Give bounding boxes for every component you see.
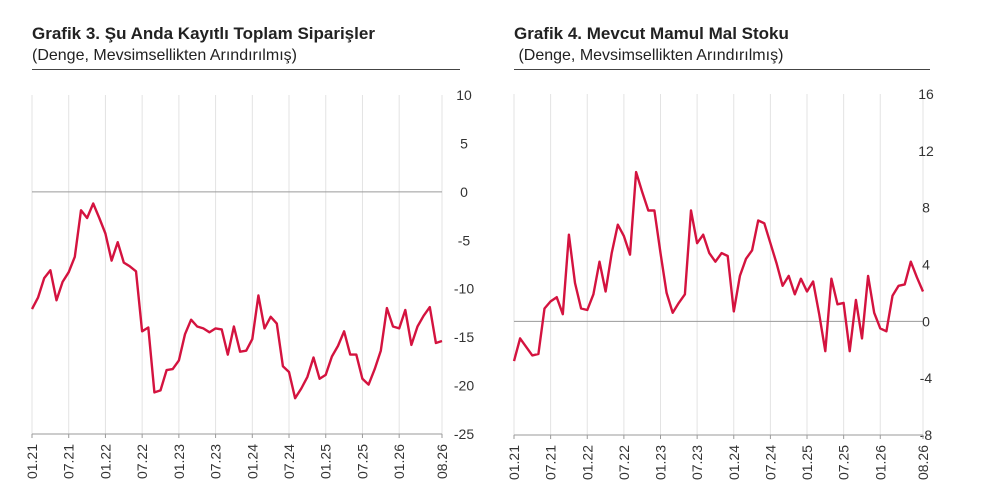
y-tick-label: -15: [454, 329, 474, 345]
x-tick-label: 01.25: [318, 444, 334, 479]
x-tick-label: 07.21: [543, 445, 559, 480]
chart-title: Grafik 4. Mevcut Mamul Mal Stoku: [514, 24, 789, 43]
y-tick-label: -8: [920, 427, 933, 443]
line-chart-stock: 16 12 8 4 0 -4 -8 01.21 07.21 01.22 07.22 01.23 07.2…: [506, 86, 934, 480]
x-tick-label: 07.24: [762, 445, 778, 480]
x-tick-label: 07.22: [616, 445, 632, 480]
y-tick-label: 4: [922, 257, 930, 273]
x-tick-label: 01.21: [24, 444, 40, 479]
x-tick-label: 01.24: [244, 444, 260, 479]
x-tick-label: 08.26: [434, 444, 450, 479]
chart-subtitle: (Denge, Mevsimsellikten Arındırılmış): [32, 47, 297, 64]
chart-title: Grafik 3. Şu Anda Kayıtlı Toplam Sipariş…: [32, 24, 375, 43]
y-tick-label: 0: [922, 313, 930, 329]
chart-panel-stock: Grafik 4. Mevcut Mamul Mal Stoku (Denge,…: [506, 0, 982, 499]
title-underline: [32, 69, 460, 70]
x-tick-label: 07.21: [61, 444, 77, 479]
x-tick-label: 07.23: [689, 445, 705, 480]
x-tick-label: 01.22: [579, 445, 595, 480]
x-tick-label: 01.26: [391, 444, 407, 479]
y-tick-label: 12: [918, 143, 934, 159]
y-tick-label: 10: [456, 87, 472, 103]
line-chart-orders: 10 5 0 -5 -10 -15 -20 -25 01.21 07.21 01.22 07.22 01…: [24, 87, 474, 479]
x-tick-label: 01.26: [872, 445, 888, 480]
series-line: [30, 202, 443, 400]
series-line: [512, 170, 925, 362]
y-tick-label: 8: [922, 200, 930, 216]
x-tick-label: 07.25: [836, 445, 852, 480]
x-tick-label: 07.23: [208, 444, 224, 479]
y-tick-label: 5: [460, 135, 468, 151]
x-tick-label: 01.25: [799, 445, 815, 480]
y-tick-label: -20: [454, 378, 474, 394]
x-tick-label: 01.22: [97, 444, 113, 479]
x-tick-label: 07.24: [281, 444, 297, 479]
y-tick-label: -5: [458, 232, 471, 248]
x-tick-label: 01.21: [506, 445, 522, 480]
chart-subtitle: (Denge, Mevsimsellikten Arındırılmış): [514, 47, 784, 64]
x-tick-label: 01.24: [726, 445, 742, 480]
y-tick-label: 16: [918, 86, 934, 102]
x-tick-label: 07.22: [134, 444, 150, 479]
y-tick-label: -4: [920, 370, 933, 386]
x-tick-label: 07.25: [354, 444, 370, 479]
chart-panel-orders: Grafik 3. Şu Anda Kayıtlı Toplam Sipariş…: [24, 0, 482, 499]
x-tick-label: 01.23: [653, 445, 669, 480]
y-tick-label: 0: [460, 184, 468, 200]
y-tick-label: -10: [454, 281, 474, 297]
title-underline: [514, 69, 930, 70]
x-tick-label: 08.26: [915, 445, 931, 480]
y-tick-label: -25: [454, 426, 474, 442]
x-tick-label: 01.23: [171, 444, 187, 479]
